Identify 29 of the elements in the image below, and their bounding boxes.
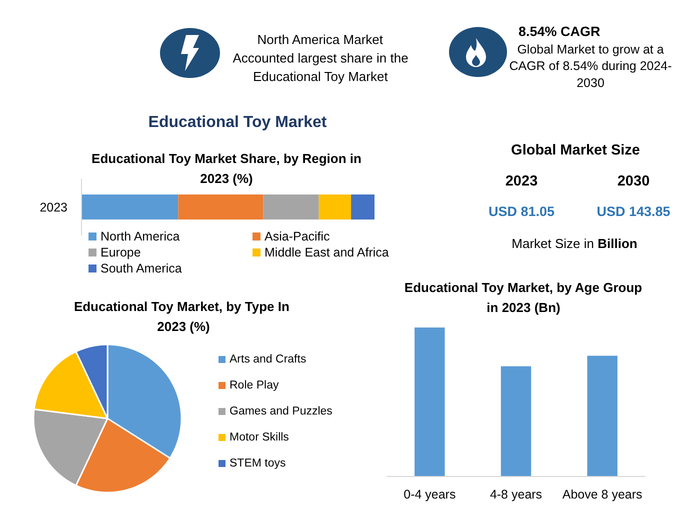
bar	[263, 194, 319, 220]
legend-label: Europe	[100, 246, 141, 260]
text: Global Market Size	[511, 142, 640, 158]
legend-label: Games and Puzzles	[230, 406, 333, 418]
bar	[351, 194, 374, 220]
bar	[318, 194, 352, 220]
chart-subtitle: Educational Toy Market Share, by Region in 2023 (%)	[92, 151, 362, 186]
category-label: 2023	[505, 174, 538, 190]
x-tick-label: 4-8 years	[490, 488, 542, 502]
chart-title: Educational Toy Market, by Type In 2023 (%)	[74, 299, 290, 334]
chart-title: Educational Toy Market	[148, 114, 328, 131]
chart-title: Educational Toy Market, by Age Group in 2023 (Bn)	[404, 280, 642, 315]
bar	[178, 194, 264, 220]
category-label: 2030	[617, 174, 650, 190]
text: USD 81.05	[488, 204, 555, 219]
legend-label: Motor Skills	[230, 432, 290, 444]
text: North America Market Accounted largest share in the Educational Toy Market	[232, 32, 408, 84]
x-tick-label: Above 8 years	[562, 488, 642, 502]
legend-label: Arts and Crafts	[230, 354, 306, 366]
text: USD 143.85	[596, 204, 670, 219]
legend-label: South America	[100, 262, 182, 276]
text: Market Size in Billion	[512, 236, 638, 251]
legend-label: Role Play	[230, 380, 279, 392]
legend-label: Middle East and Africa	[264, 246, 389, 260]
legend-label: North America	[100, 230, 180, 244]
legend-label: STEM toys	[230, 458, 286, 470]
legend-label: Asia-Pacific	[264, 230, 330, 244]
x-tick-label: 0-4 years	[404, 488, 456, 502]
bar	[82, 194, 178, 220]
